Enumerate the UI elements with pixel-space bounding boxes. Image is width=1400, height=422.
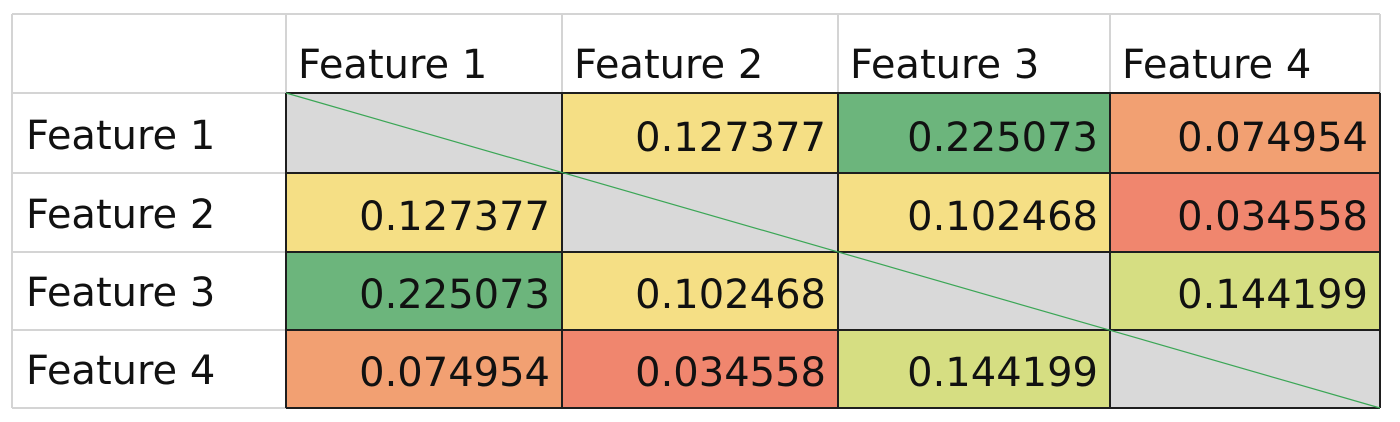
- cell-r1-c3: [838, 93, 1110, 173]
- value-label-r4-c1: 0.074954: [359, 350, 550, 396]
- row-header-2: Feature 2: [26, 192, 215, 238]
- value-label-r1-c4: 0.074954: [1177, 115, 1368, 161]
- cell-r2-c1: [286, 173, 562, 252]
- column-header-3: Feature 3: [850, 42, 1039, 88]
- value-label-r1-c2: 0.127377: [635, 115, 826, 161]
- cell-r1-c4: [1110, 93, 1380, 173]
- value-label-r3-c1: 0.225073: [359, 272, 550, 318]
- value-label-r2-c1: 0.127377: [359, 194, 550, 240]
- cell-r3-c4: [1110, 252, 1380, 330]
- value-label-r3-c2: 0.102468: [635, 272, 826, 318]
- column-header-4: Feature 4: [1122, 42, 1311, 88]
- cell-r2-c4: [1110, 173, 1380, 252]
- value-label-r2-c3: 0.102468: [907, 194, 1098, 240]
- row-header-4: Feature 4: [26, 348, 215, 394]
- cell-r4-c2: [562, 330, 838, 408]
- column-header-2: Feature 2: [574, 42, 763, 88]
- cell-r3-c2: [562, 252, 838, 330]
- cell-r4-c3: [838, 330, 1110, 408]
- row-header-1: Feature 1: [26, 113, 215, 159]
- diagonal-line: [285, 92, 1381, 409]
- value-label-r3-c4: 0.144199: [1177, 272, 1368, 318]
- cell-r1-c2: [562, 93, 838, 173]
- matrix-gridlines: [11, 13, 1381, 409]
- value-label-r1-c3: 0.225073: [907, 115, 1098, 161]
- matrix-cells: [286, 93, 1380, 408]
- cell-r3-c1: [286, 252, 562, 330]
- value-label-r2-c4: 0.034558: [1177, 194, 1368, 240]
- value-label-r4-c3: 0.144199: [907, 350, 1098, 396]
- diagonal-strike-line: [285, 92, 1381, 409]
- value-label-r4-c2: 0.034558: [635, 350, 826, 396]
- column-header-1: Feature 1: [298, 42, 487, 88]
- cell-r4-c1: [286, 330, 562, 408]
- matrix-labels: Feature 1 Feature 2 Feature 3 Feature 4 Feat…: [26, 42, 1368, 396]
- row-header-3: Feature 3: [26, 270, 215, 316]
- cell-r2-c3: [838, 173, 1110, 252]
